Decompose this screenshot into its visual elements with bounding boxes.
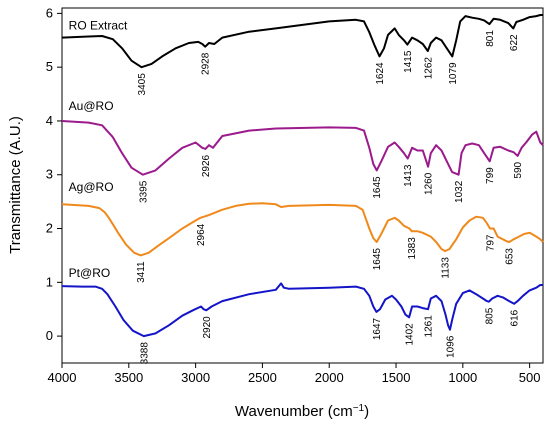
plot-area [61, 7, 544, 364]
peak-label: 1402 [405, 323, 416, 346]
peak-label: 1645 [372, 176, 383, 199]
peak-label: 805 [484, 307, 495, 324]
peak-label: 799 [485, 167, 496, 184]
peak-label: 1624 [375, 62, 386, 85]
x-tick-label: 3500 [114, 370, 143, 385]
y-tick-label: 5 [46, 59, 53, 74]
series-label: Pt@RO [69, 266, 111, 280]
peak-label: 797 [486, 234, 497, 251]
peak-label: 1260 [424, 172, 435, 195]
peak-label: 3411 [136, 261, 147, 283]
peak-label: 1096 [446, 335, 457, 358]
y-axis-title: Transmittance (A.U.) [7, 116, 24, 254]
peak-label: 1262 [423, 57, 434, 80]
peak-label: 622 [509, 34, 520, 51]
peak-label: 653 [505, 248, 516, 265]
series-label: RO Extract [69, 19, 128, 33]
peak-label: 2920 [202, 316, 213, 339]
peak-label: 1647 [372, 317, 383, 340]
series-label: Ag@RO [69, 180, 114, 194]
series-line-pt-ro [61, 282, 543, 338]
series-line-ag-ro [61, 202, 544, 257]
y-tick-label: 2 [46, 221, 53, 236]
peak-label: 2964 [196, 223, 207, 246]
x-axis: 4000 3500 3000 2500 2000 1500 1000 500 [48, 363, 541, 385]
peak-label: 1079 [448, 62, 459, 85]
y-tick-label: 3 [46, 167, 53, 182]
y-axis: 0 1 2 3 4 5 6 [46, 5, 62, 343]
y-tick-label: 1 [46, 274, 53, 289]
peak-label: 3395 [138, 180, 149, 203]
peak-label: 1133 [441, 257, 452, 279]
x-tick-label: 2000 [315, 370, 344, 385]
y-tick-label: 6 [46, 5, 53, 20]
x-axis-title: Wavenumber (cm−1) [235, 403, 369, 421]
y-tick-label: 0 [46, 328, 53, 343]
peak-label: 3388 [139, 342, 150, 365]
x-tick-label: 500 [519, 370, 541, 385]
peak-label: 2928 [201, 52, 212, 75]
peak-label: 1413 [403, 164, 414, 187]
plot-frame [61, 7, 544, 364]
peak-label: 1645 [372, 248, 383, 271]
peak-label: 1415 [403, 50, 414, 73]
x-tick-label: 2500 [248, 370, 277, 385]
x-tick-label: 4000 [48, 370, 77, 385]
peak-label: 2926 [201, 154, 212, 177]
y-tick-label: 4 [46, 113, 53, 128]
x-tick-label: 1000 [448, 370, 477, 385]
peak-label: 1032 [454, 180, 465, 203]
series-label: Au@RO [69, 99, 114, 113]
annotation-layer: 3405 2928 1624 1415 1262 1079 801 622 3395 2926 16… [136, 30, 524, 365]
peak-label: 801 [485, 30, 496, 47]
series-line-au-ro [61, 120, 544, 176]
peak-label: 616 [510, 309, 521, 326]
peak-label: 1261 [424, 315, 435, 338]
x-tick-label: 1500 [382, 370, 411, 385]
series-line-ro-extract [61, 14, 543, 69]
peak-label: 590 [513, 161, 524, 178]
series-layer: RO Extract Au@RO Ag@RO Pt@RO [61, 14, 544, 338]
peak-label: 1383 [407, 237, 418, 260]
x-tick-label: 3000 [181, 370, 210, 385]
peak-label: 3405 [137, 73, 148, 96]
